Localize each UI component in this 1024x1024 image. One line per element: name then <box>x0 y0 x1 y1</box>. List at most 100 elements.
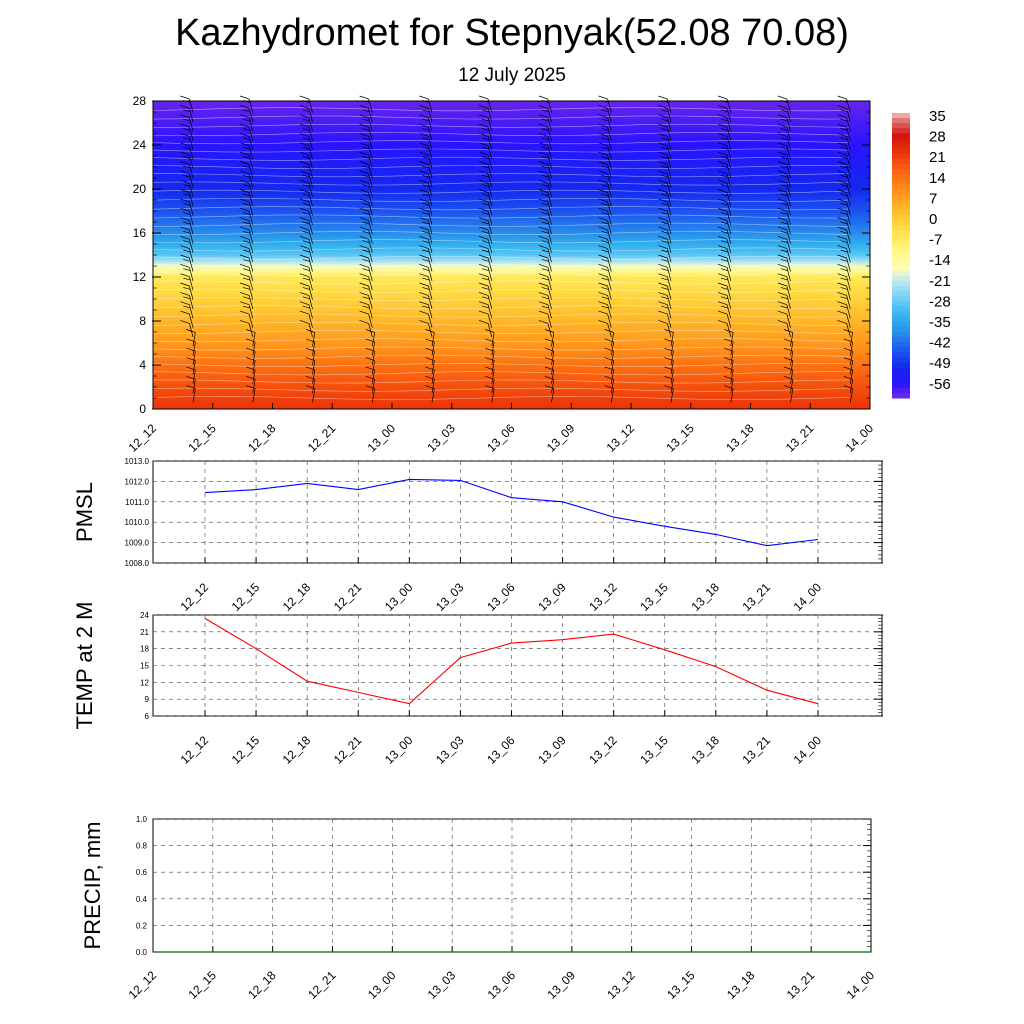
wind-barb <box>777 105 791 122</box>
wind-barb <box>538 151 552 169</box>
colorbar-box <box>892 204 910 211</box>
colorbar-box <box>892 224 910 231</box>
x-tick-label: 12_12 <box>126 968 160 1002</box>
wind-barb <box>246 329 256 347</box>
colorbar-box <box>892 311 910 318</box>
wind-barb <box>538 301 552 319</box>
wind-barb <box>180 105 194 122</box>
wind-barb <box>604 329 615 347</box>
contour-line <box>152 140 850 145</box>
wind-barb <box>239 273 254 291</box>
pmsl-panel: 12_12 12_15 12_18 12_21 13_00 13_03 13_06 13_09… <box>72 457 883 614</box>
wind-barb <box>359 170 373 188</box>
colorbar-box <box>892 240 910 246</box>
wind-barb <box>239 170 254 188</box>
wind-barb <box>837 320 851 337</box>
colorbar-box <box>892 336 910 343</box>
colorbar-box <box>892 133 910 139</box>
wind-barb <box>359 179 373 197</box>
wind-barb <box>777 273 791 291</box>
y-tick-label: 0.0 <box>136 948 148 957</box>
wind-barb <box>717 273 732 291</box>
x-tick-label: 13_15 <box>663 421 697 455</box>
colorbar-box <box>892 158 910 165</box>
wind-barb <box>478 301 493 319</box>
wind-barb <box>478 217 493 235</box>
wind-barb <box>180 254 194 272</box>
x-tick-label: 14_00 <box>844 968 878 1002</box>
wind-barb <box>717 282 732 300</box>
colorbar-box <box>892 265 910 272</box>
wind-barb <box>299 170 313 188</box>
wind-barb <box>478 105 493 122</box>
wind-barb <box>598 245 612 263</box>
contour-line <box>152 214 850 219</box>
wind-barb <box>664 329 674 347</box>
wind-barb <box>359 161 373 179</box>
wind-barb <box>837 105 851 122</box>
wind-barb <box>359 235 373 253</box>
y-tick-label: 1008.0 <box>125 559 150 568</box>
wind-barb <box>239 189 254 207</box>
wind-barb <box>837 114 851 132</box>
wind-barb <box>299 310 313 328</box>
wind-barb <box>419 310 433 328</box>
wind-barb <box>837 292 851 309</box>
wind-barb <box>717 310 732 328</box>
wind-barb <box>239 282 254 300</box>
y-tick-label: 8 <box>139 314 146 328</box>
wind-barb <box>478 254 493 272</box>
wind-barb <box>777 301 791 319</box>
wind-barb <box>598 301 612 319</box>
wind-barb <box>359 245 373 263</box>
colorbar-box <box>892 382 910 389</box>
x-tick-label: 12_21 <box>305 968 339 1002</box>
wind-barb <box>658 151 672 169</box>
colorbar-box <box>892 168 910 175</box>
colorbar-label: 28 <box>929 129 946 146</box>
wind-barb <box>777 123 791 141</box>
colorbar-box <box>892 189 910 195</box>
x-tick-label: 13_09 <box>544 421 578 455</box>
wind-barb <box>299 207 313 225</box>
colorbar-box <box>892 357 910 363</box>
colorbar-label: -21 <box>929 273 951 290</box>
wind-barb <box>419 105 433 122</box>
y-tick-label: 24 <box>140 611 149 620</box>
wind-barb <box>419 263 433 281</box>
wind-barb <box>598 235 612 253</box>
wind-barb <box>180 207 194 225</box>
wind-barb <box>717 245 732 263</box>
colorbar-box <box>892 199 910 206</box>
contour-line <box>152 346 850 351</box>
wind-barb <box>658 226 672 244</box>
wind-barb <box>717 189 732 207</box>
wind-barb <box>365 329 376 347</box>
wind-barb <box>299 123 313 141</box>
colorbar-label: 21 <box>929 149 946 166</box>
wind-barb <box>538 263 552 281</box>
temp2m-ylabel: TEMP at 2 M <box>72 602 97 730</box>
wind-barb <box>359 254 373 272</box>
y-tick-label: 1012.0 <box>125 477 150 486</box>
wind-barb <box>598 217 612 235</box>
wind-barb <box>598 207 612 225</box>
wind-barb <box>658 282 672 300</box>
y-tick-label: 9 <box>145 695 150 704</box>
wind-barb <box>538 273 552 291</box>
wind-barb <box>837 123 851 141</box>
x-tick-label: 12_21 <box>331 733 365 767</box>
y-tick-label: 0.4 <box>136 895 148 904</box>
colorbar-label: -56 <box>929 376 951 393</box>
wind-barb <box>538 170 552 188</box>
colorbar-box <box>892 306 910 312</box>
colorbar-box <box>892 235 910 241</box>
y-tick-label: 0.6 <box>136 868 148 877</box>
colorbar-box <box>892 113 910 119</box>
wind-barb <box>837 207 851 225</box>
precip-ylabel: PRECIP, mm <box>80 822 105 950</box>
wind-barb <box>359 123 373 141</box>
wind-barb <box>478 310 493 328</box>
wind-barb <box>359 263 373 281</box>
colorbar-box <box>892 209 910 216</box>
